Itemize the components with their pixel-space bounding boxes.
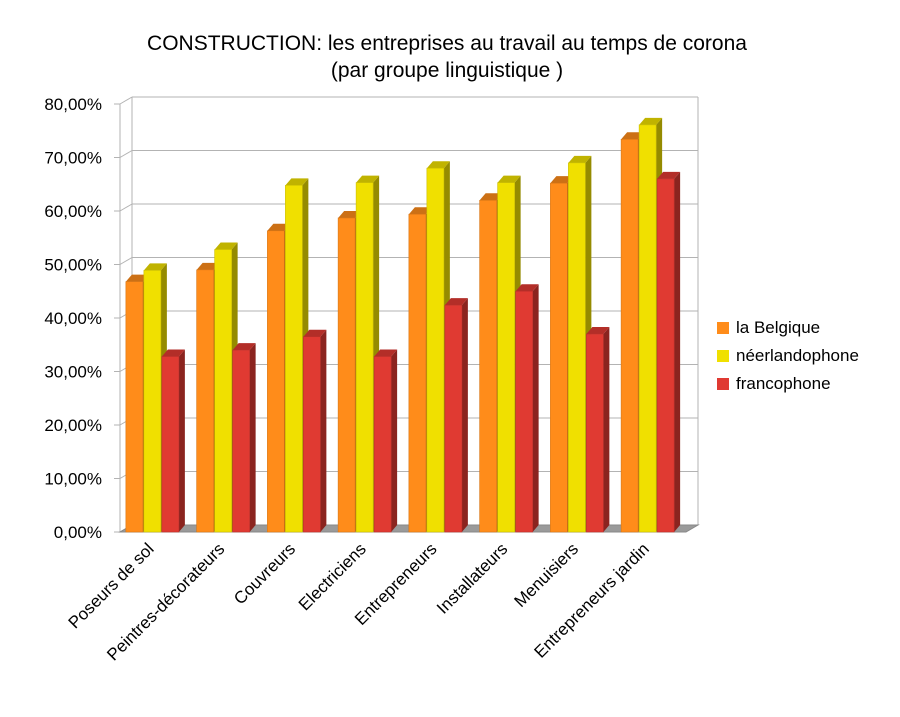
bar-top [515, 284, 539, 292]
legend-label: la Belgique [736, 318, 820, 337]
bar-top [657, 171, 681, 179]
bar-top [338, 210, 362, 218]
bar-front [515, 290, 533, 533]
bar-front [143, 270, 162, 533]
x-tick-label: Electriciens [295, 539, 370, 614]
bar [232, 343, 256, 533]
x-tick-label: Installateurs [433, 539, 511, 617]
x-tick-label: Couvreurs [230, 539, 299, 608]
bar-front [285, 185, 303, 533]
bar [515, 284, 539, 533]
bar-top [214, 242, 238, 250]
bar-front [161, 356, 180, 533]
y-tick-label: 0,00% [54, 523, 102, 542]
bar-top [444, 298, 468, 306]
bar-side [603, 327, 610, 532]
bar-top [267, 223, 291, 231]
bar-side [320, 329, 327, 532]
gridline-side [119, 203, 133, 212]
bar-front [232, 349, 250, 533]
bar-front [568, 162, 586, 533]
x-tick-label: Menuisiers [511, 539, 583, 611]
bar-side [391, 349, 398, 532]
bar [586, 327, 610, 533]
y-tick-label: 10,00% [44, 470, 102, 489]
bar-top [232, 343, 256, 351]
bar-top [285, 178, 309, 186]
chart-subtitle: (par groupe linguistique ) [331, 59, 563, 82]
bar-top [408, 207, 432, 215]
bar-top [356, 175, 380, 183]
bar-front [426, 167, 445, 533]
bar-side [178, 349, 185, 532]
bar-side [674, 171, 681, 532]
bar-top [497, 175, 521, 183]
bar-top [196, 262, 220, 270]
legend-label: néerlandophone [736, 346, 859, 365]
bar-top [568, 155, 592, 163]
y-tick-label: 70,00% [44, 149, 102, 168]
bar-front [497, 182, 515, 533]
legend-item: néerlandophone [717, 346, 859, 365]
bar-front [638, 124, 657, 533]
legend-swatch [717, 378, 729, 390]
y-tick-label: 60,00% [44, 202, 102, 221]
bar-top [639, 117, 663, 125]
bar-front [125, 281, 144, 533]
legend-item: la Belgique [717, 318, 820, 337]
bar-top [621, 132, 645, 140]
bar-side [461, 298, 468, 532]
bar-top [143, 263, 167, 271]
y-tick-label: 20,00% [44, 416, 102, 435]
bar-side [249, 343, 256, 532]
bar-front [267, 230, 285, 533]
bar-front [620, 139, 639, 533]
bar-front [196, 269, 214, 533]
bar-top [303, 329, 327, 337]
bar [444, 298, 468, 533]
legend-swatch [717, 322, 729, 334]
bar [656, 171, 681, 533]
legend-swatch [717, 350, 729, 362]
legend: la Belgique néerlandophone francophone [717, 318, 859, 393]
plot-area: 0,00% 10,00% 20,00% 30,00% 40,00% 50,00% 60,00… [44, 95, 700, 664]
legend-item: francophone [717, 374, 831, 393]
bar [373, 349, 398, 533]
bar-top [586, 327, 610, 335]
y-tick-label: 50,00% [44, 256, 102, 275]
gridline-side [119, 150, 133, 158]
legend-label: francophone [736, 374, 831, 393]
bar [303, 329, 327, 533]
bar-top [125, 274, 149, 282]
bar-top [161, 349, 185, 357]
bar-top [374, 349, 398, 357]
bar-front [550, 182, 568, 533]
bar-front [444, 304, 463, 533]
bar-front [355, 182, 374, 533]
bar-front [303, 336, 321, 533]
x-tick-label: Entrepreneurs jardin [530, 539, 652, 661]
y-tick-label: 80,00% [44, 95, 102, 114]
bar-front [586, 333, 604, 533]
bar-side [532, 284, 539, 532]
bar-top [550, 176, 574, 184]
bar-front [214, 249, 232, 533]
y-tick-label: 30,00% [44, 363, 102, 382]
gridline-side [119, 257, 133, 265]
bar-front [373, 356, 392, 533]
bar-top [479, 193, 503, 201]
bar-front [337, 217, 356, 533]
x-tick-label: Peintres-décorateurs [103, 539, 228, 664]
bar-front [479, 200, 497, 533]
gridline-side [119, 96, 133, 105]
chart-title: CONSTRUCTION: les entreprises au travail… [147, 32, 747, 55]
bar-front [656, 178, 675, 533]
y-tick-label: 40,00% [44, 309, 102, 328]
bar-front [408, 213, 427, 533]
bar [161, 349, 185, 533]
bar-top [426, 161, 450, 169]
